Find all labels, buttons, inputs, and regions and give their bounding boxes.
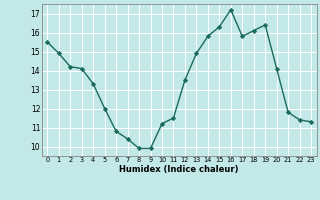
X-axis label: Humidex (Indice chaleur): Humidex (Indice chaleur) xyxy=(119,165,239,174)
